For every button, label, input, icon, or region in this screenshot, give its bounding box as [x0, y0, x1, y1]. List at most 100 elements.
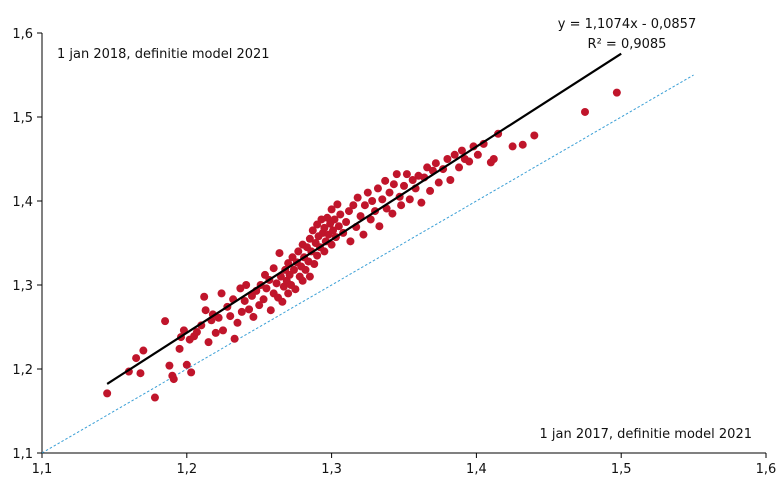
data-point [192, 328, 201, 337]
data-point [508, 142, 517, 151]
data-point [518, 140, 527, 149]
data-point [240, 296, 249, 305]
trendline-group [106, 52, 622, 385]
data-point [182, 360, 191, 369]
data-point [269, 264, 278, 273]
data-point [405, 195, 414, 204]
data-point [388, 209, 397, 218]
data-point [356, 212, 365, 221]
y-tick-label: 1,5 [12, 111, 33, 126]
data-point [329, 226, 338, 235]
data-point [473, 150, 482, 159]
data-point [455, 163, 464, 172]
data-point [305, 234, 314, 243]
data-point [249, 312, 258, 321]
axes [37, 32, 767, 458]
x-tick-label: 1,5 [611, 462, 632, 477]
data-point [359, 230, 368, 239]
data-point [136, 369, 145, 378]
data-point [381, 176, 390, 185]
data-point [333, 200, 342, 209]
data-point [349, 201, 358, 210]
data-point [327, 205, 336, 214]
data-point [336, 210, 345, 219]
y-axis-annotation: 1 jan 2018, definitie model 2021 [57, 47, 270, 62]
data-point [200, 292, 209, 301]
data-point [434, 178, 443, 187]
data-point [443, 155, 452, 163]
data-point [353, 193, 362, 202]
trendline [106, 52, 622, 385]
data-point [334, 222, 343, 231]
data-point [308, 226, 317, 235]
data-point [310, 260, 319, 268]
data-point [378, 195, 387, 204]
data-point [402, 170, 411, 179]
data-point [368, 197, 377, 205]
data-point [236, 284, 245, 293]
data-point [217, 289, 226, 298]
reference-line-group [41, 74, 694, 454]
data-point [237, 307, 246, 316]
data-point [389, 180, 398, 189]
data-point [327, 240, 336, 249]
y-tick-label: 1,2 [12, 363, 33, 378]
data-point [408, 176, 417, 184]
data-point [187, 368, 196, 377]
data-point [255, 301, 264, 310]
data-point [385, 188, 394, 197]
data-point [450, 150, 459, 159]
data-point [373, 184, 382, 193]
data-point [375, 222, 384, 231]
data-point [233, 318, 242, 327]
data-point [161, 317, 170, 326]
data-point [272, 279, 281, 288]
data-point [320, 223, 329, 232]
data-point [392, 170, 401, 179]
x-axis-annotation: 1 jan 2017, definitie model 2021 [539, 427, 752, 442]
data-point [139, 346, 148, 355]
data-point [266, 306, 275, 315]
data-point [169, 375, 178, 384]
data-point [581, 107, 589, 116]
annotations: 1 jan 2018, definitie model 2021 1 jan 2… [57, 17, 752, 442]
data-point [431, 159, 440, 168]
data-point [366, 215, 375, 224]
data-point [342, 218, 351, 226]
data-point [278, 297, 287, 306]
data-point [211, 328, 220, 337]
data-point [320, 247, 329, 256]
trendline-equation: y = 1,1074x - 0,0857 [558, 17, 696, 32]
x-tick-label: 1,2 [176, 462, 197, 477]
data-point [294, 247, 303, 256]
data-point [360, 201, 369, 210]
data-point [346, 237, 355, 246]
data-point [245, 305, 254, 314]
data-point [150, 393, 159, 402]
data-point [305, 272, 314, 281]
data-point [330, 215, 339, 224]
reference-line [41, 74, 694, 454]
data-point [259, 295, 268, 304]
x-tick-label: 1,1 [32, 462, 53, 477]
data-point [426, 186, 435, 195]
data-point [204, 338, 213, 347]
data-point [284, 289, 293, 298]
data-point [612, 88, 621, 97]
data-point [242, 281, 251, 289]
data-point [397, 201, 406, 210]
tick-labels: 1,1 1,2 1,3 1,4 1,5 1,6 1,1 1,2 1,3 1,4 1,5 1,6 [12, 27, 776, 477]
data-point [423, 163, 432, 172]
data-point [214, 313, 223, 322]
data-point [417, 198, 426, 207]
data-point [301, 265, 310, 274]
data-point [226, 312, 235, 321]
data-point [262, 284, 271, 293]
x-tick-label: 1,3 [321, 462, 342, 477]
data-point [344, 207, 353, 216]
data-point [175, 344, 184, 353]
data-point [489, 155, 498, 163]
data-point [363, 188, 372, 197]
data-point [165, 361, 174, 370]
